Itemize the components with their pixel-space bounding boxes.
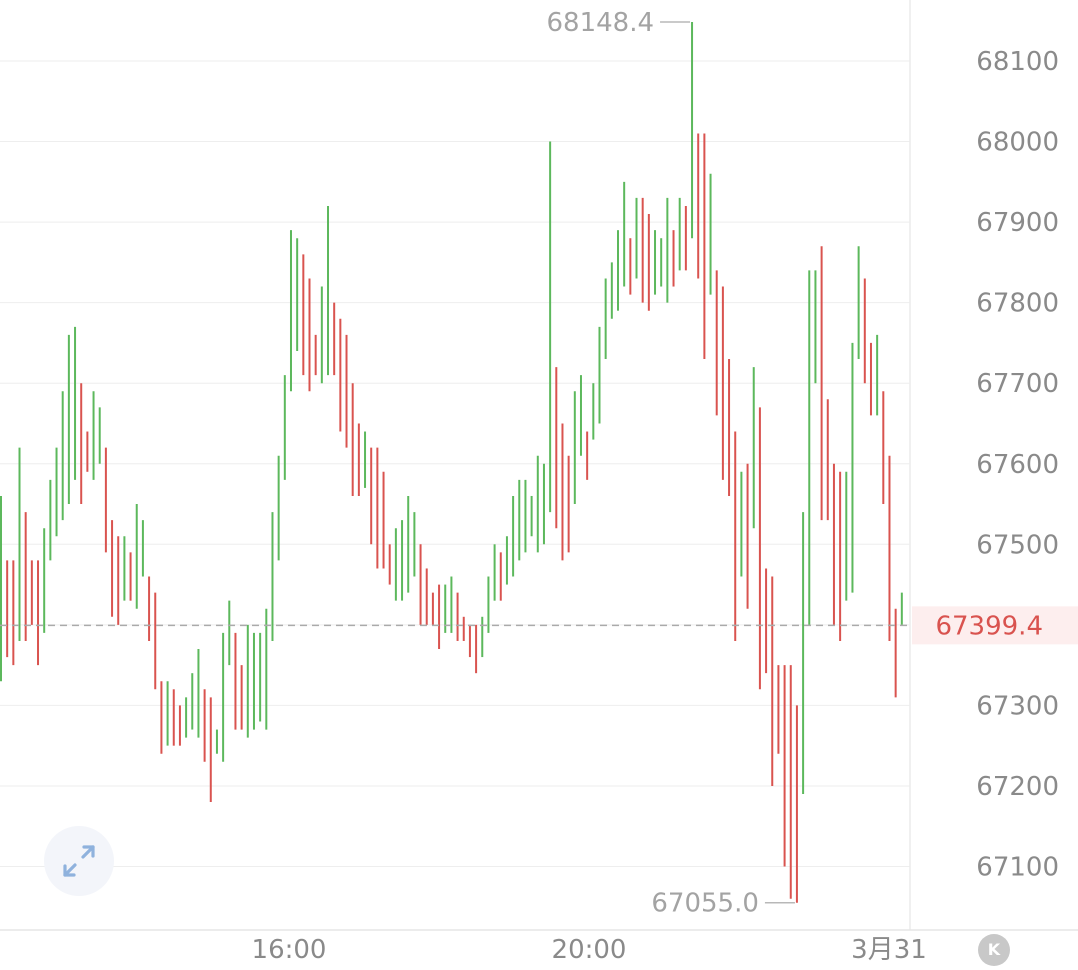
- expand-arrows-icon: [63, 845, 95, 877]
- grid-lines: [0, 60, 910, 867]
- y-tick-label: 67700: [976, 369, 1059, 399]
- x-axis-ticks: 16:00 20:00 3月31: [252, 935, 927, 965]
- y-axis-ticks: 68100 68000 67900 67800 67700 67600 67500 67300…: [976, 47, 1059, 883]
- y-tick-label: 68100: [976, 47, 1059, 77]
- x-tick-label: 3月31: [851, 935, 927, 965]
- low-marker: 67055.0: [651, 889, 795, 919]
- kline-icon: K: [987, 940, 1001, 959]
- x-tick-label: 20:00: [552, 935, 627, 965]
- y-tick-label: 67900: [976, 208, 1059, 238]
- high-marker: 68148.4: [547, 8, 691, 38]
- high-label: 68148.4: [547, 8, 655, 38]
- low-label: 67055.0: [651, 889, 759, 919]
- axis-lines: [0, 0, 1078, 931]
- y-tick-label: 67300: [976, 691, 1059, 721]
- y-tick-label: 67600: [976, 450, 1059, 480]
- y-tick-label: 67500: [976, 530, 1059, 560]
- last-price-badge: [912, 606, 1078, 645]
- ohlc-bars: [0, 22, 903, 903]
- y-tick-label: 67100: [976, 853, 1059, 883]
- last-price-label: 67399.4: [935, 611, 1043, 641]
- expand-button[interactable]: [44, 826, 114, 896]
- kline-button[interactable]: K: [978, 934, 1010, 966]
- y-tick-label: 68000: [976, 128, 1059, 158]
- y-tick-label: 67800: [976, 289, 1059, 319]
- y-tick-label: 67200: [976, 772, 1059, 802]
- last-price-indicator: 67399.4: [0, 606, 1078, 645]
- x-tick-label: 16:00: [252, 935, 327, 965]
